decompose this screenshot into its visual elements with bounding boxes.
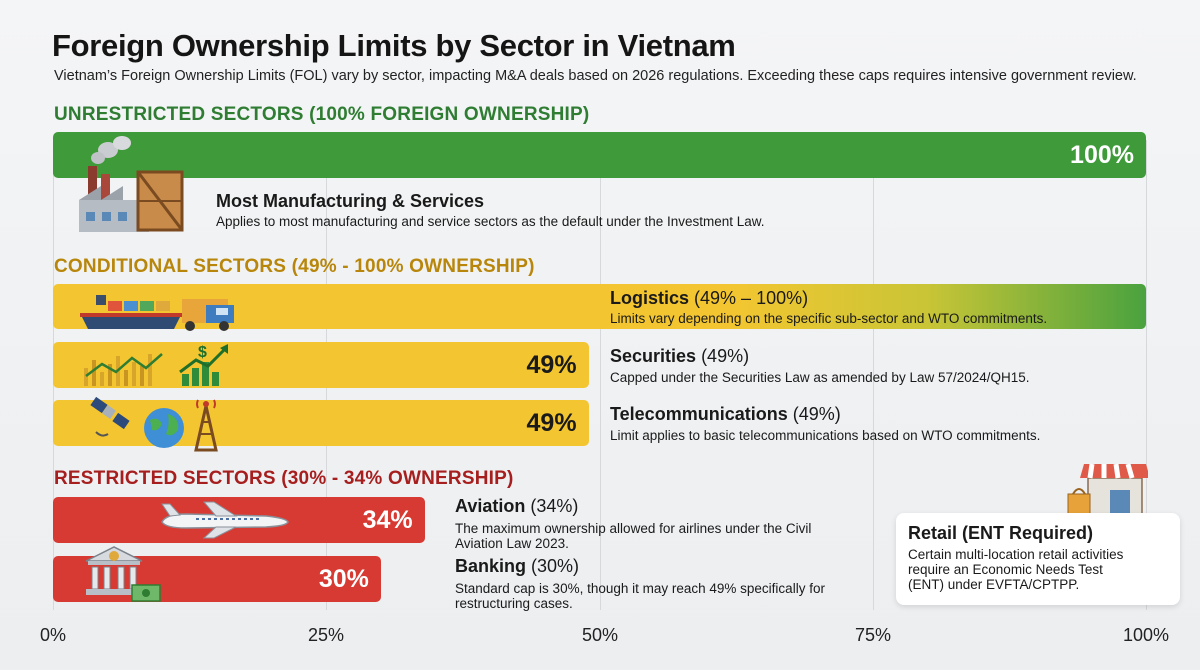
svg-text:$: $ xyxy=(198,344,207,361)
bar-manufacturing: 100% xyxy=(53,132,1146,178)
section-heading-conditional: CONDITIONAL SECTORS (49% - 100% OWNERSHI… xyxy=(54,256,535,277)
category-name: Logistics (49% – 100%) xyxy=(610,288,809,308)
x-tick-label: 100% xyxy=(1122,625,1170,645)
factory-icon xyxy=(79,136,184,232)
category-name: Most Manufacturing & Services xyxy=(216,191,485,211)
category-name: Securities (49%) xyxy=(610,346,750,366)
category-name: Telecommunications (49%) xyxy=(610,404,841,424)
category-description: Capped under the Securities Law as amend… xyxy=(610,370,1030,385)
gridline xyxy=(873,140,874,610)
category-description: Limit applies to basic telecommunication… xyxy=(610,428,1041,443)
shop-icon xyxy=(1067,463,1148,519)
section-heading-unrestricted: UNRESTRICTED SECTORS (100% FOREIGN OWNER… xyxy=(54,104,590,125)
category-description: Standard cap is 30%, though it may reach… xyxy=(455,581,825,611)
category-name: Aviation (34%) xyxy=(455,496,579,516)
x-tick-label: 25% xyxy=(307,625,345,645)
bar-logistics xyxy=(53,284,1146,329)
section-heading-restricted: RESTRICTED SECTORS (30% - 34% OWNERSHIP) xyxy=(54,468,514,489)
cargo-ship-truck-icon xyxy=(80,295,234,331)
x-tick-label: 0% xyxy=(39,625,67,645)
x-tick-label: 75% xyxy=(854,625,892,645)
bar-value-label: 100% xyxy=(1070,140,1134,169)
bar-value-label: 49% xyxy=(526,408,577,437)
airplane-icon xyxy=(161,501,289,539)
bar-telecommunications: 49% xyxy=(53,400,589,446)
bar-value-label: 49% xyxy=(526,350,577,379)
retail-annotation-title: Retail (ENT Required) xyxy=(908,523,1094,543)
page-title: Foreign Ownership Limits by Sector in Vi… xyxy=(52,28,736,63)
retail-annotation-text: Certain multi-location retail activities… xyxy=(908,547,1124,592)
category-name: Banking (30%) xyxy=(455,556,580,576)
gridline xyxy=(1146,140,1147,610)
bank-icon xyxy=(85,546,161,602)
bar-value-label: 30% xyxy=(318,564,369,593)
retail-annotation-card: Retail (ENT Required) Certain multi-loca… xyxy=(896,513,1180,605)
gridline xyxy=(600,140,601,610)
satellite-globe-tower-icon xyxy=(90,396,218,452)
stock-chart-icon: $ xyxy=(84,344,228,386)
page-subtitle: Vietnam’s Foreign Ownership Limits (FOL)… xyxy=(54,68,1137,84)
category-description: Applies to most manufacturing and servic… xyxy=(216,214,765,229)
bar-value-label: 34% xyxy=(362,505,413,534)
x-tick-label: 50% xyxy=(581,625,619,645)
category-description: The maximum ownership allowed for airlin… xyxy=(455,521,812,551)
category-description: Limits vary depending on the specific su… xyxy=(610,311,1048,326)
